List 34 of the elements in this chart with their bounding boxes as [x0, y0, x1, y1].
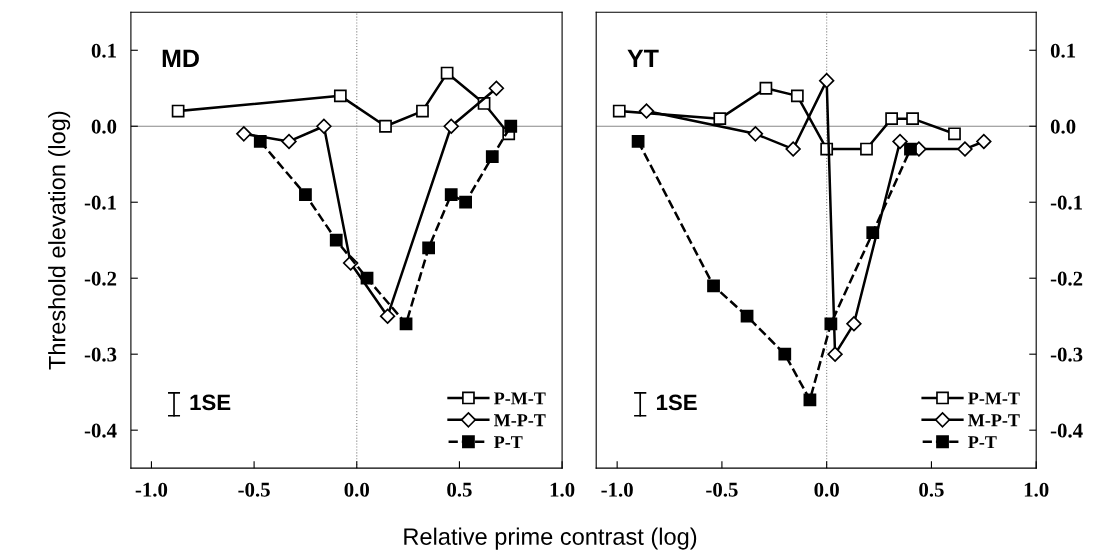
y-tick-label: 0.0 — [91, 119, 117, 134]
legend-label: P-M-T — [494, 392, 546, 405]
x-tick-label: -0.5 — [238, 482, 270, 497]
y-tick-label: 0.1 — [1050, 43, 1076, 58]
x-tick-label: 0.5 — [919, 482, 944, 497]
annotation: MD — [162, 49, 199, 67]
legend-label: P-T — [494, 436, 523, 449]
legend-label: M-P-T — [968, 414, 1020, 427]
y-tick-label: -0.1 — [1050, 195, 1082, 210]
x-tick-label: 1.0 — [550, 482, 575, 497]
y-tick-label: -0.4 — [84, 423, 117, 438]
x-tick-label: 0.0 — [814, 482, 839, 497]
legend-label: P-M-T — [968, 392, 1020, 405]
annotation: YT — [627, 49, 659, 67]
annotation: 1SE — [657, 394, 697, 411]
x-tick-label: 0.0 — [344, 482, 369, 497]
y-tick-label: -0.3 — [84, 347, 117, 362]
y-tick-label: -0.3 — [1050, 347, 1083, 362]
x-tick-label: -1.0 — [135, 482, 168, 497]
y-axis-title: Threshold elevation (log) — [48, 111, 71, 370]
legend-label: M-P-T — [494, 414, 546, 427]
x-tick-label: -0.5 — [706, 482, 738, 497]
annotation: 1SE — [190, 394, 231, 411]
x-tick-label: 1.0 — [1024, 482, 1049, 497]
y-tick-label: -0.2 — [1050, 271, 1083, 286]
y-tick-label: 0.1 — [91, 43, 116, 58]
legend-label: P-T — [968, 436, 997, 449]
y-tick-label: -0.1 — [84, 195, 116, 210]
y-tick-label: -0.2 — [84, 271, 117, 286]
x-axis-title: Relative prime contrast (log) — [404, 527, 697, 550]
y-tick-label: 0.0 — [1050, 119, 1076, 134]
x-tick-label: -1.0 — [601, 482, 633, 497]
x-tick-label: 0.5 — [447, 482, 472, 497]
y-tick-label: -0.4 — [1050, 423, 1083, 438]
